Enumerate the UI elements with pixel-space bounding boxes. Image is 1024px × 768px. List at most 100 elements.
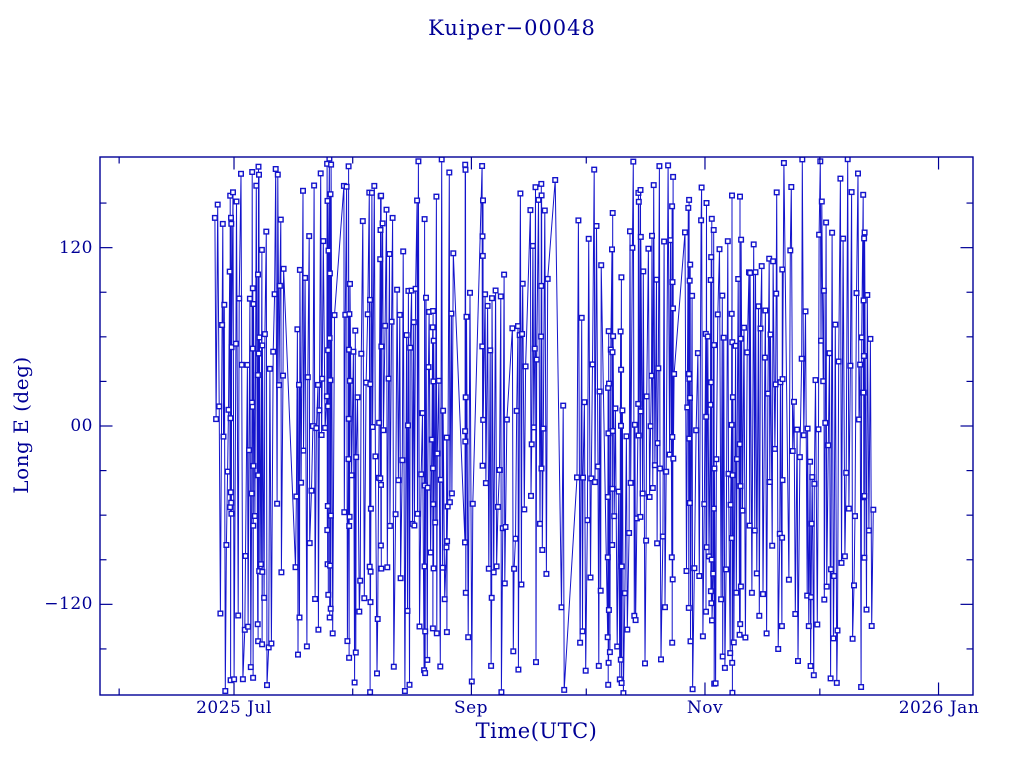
data-point-marker xyxy=(390,663,397,670)
data-point-marker xyxy=(513,407,520,414)
data-point-marker xyxy=(867,335,874,342)
data-point-marker xyxy=(423,294,430,301)
data-point-marker xyxy=(701,501,708,508)
data-point-marker xyxy=(469,500,476,507)
data-point-marker xyxy=(367,381,374,388)
data-point-marker xyxy=(729,472,736,479)
data-point-marker xyxy=(657,465,664,472)
data-point-marker xyxy=(703,608,710,615)
data-point-marker xyxy=(246,295,253,302)
data-point-marker xyxy=(618,422,625,429)
data-point-marker xyxy=(263,228,270,235)
data-point-marker xyxy=(649,485,656,492)
data-point-marker xyxy=(328,161,335,168)
data-point-marker xyxy=(395,477,402,484)
data-point-marker xyxy=(450,250,457,257)
data-point-marker xyxy=(818,337,825,344)
data-point-marker xyxy=(593,222,600,229)
data-point-marker xyxy=(261,331,268,338)
data-point-marker xyxy=(810,672,817,679)
data-point-marker xyxy=(429,324,436,331)
data-point-marker xyxy=(829,229,836,236)
data-point-marker xyxy=(870,506,877,513)
data-point-marker xyxy=(531,345,538,352)
data-point-marker xyxy=(529,242,536,249)
data-point-marker xyxy=(708,379,715,386)
data-point-marker xyxy=(669,434,676,441)
data-point-marker xyxy=(799,157,806,163)
data-point-marker xyxy=(358,350,365,357)
data-point-marker xyxy=(467,289,474,296)
data-point-marker xyxy=(659,533,666,540)
data-point-marker xyxy=(630,158,637,165)
data-point-marker xyxy=(711,465,718,472)
data-point-marker xyxy=(604,634,611,641)
data-point-marker xyxy=(770,258,777,265)
data-point-marker xyxy=(396,311,403,318)
data-point-marker xyxy=(482,480,489,487)
data-point-marker xyxy=(378,481,385,488)
data-point-marker xyxy=(325,347,332,354)
data-point-marker xyxy=(723,566,730,573)
data-point-marker xyxy=(734,456,741,463)
data-point-marker xyxy=(708,556,715,563)
data-point-marker xyxy=(596,388,603,395)
data-point-marker xyxy=(640,268,647,275)
data-point-marker xyxy=(242,553,249,560)
data-point-marker xyxy=(595,463,602,470)
data-point-marker xyxy=(430,501,437,508)
chart-title: Kuiper−00048 xyxy=(428,16,596,40)
data-point-marker xyxy=(861,554,868,561)
data-point-marker xyxy=(421,563,428,570)
data-point-marker xyxy=(763,630,770,637)
data-point-marker xyxy=(650,182,657,189)
data-point-marker xyxy=(437,663,444,670)
data-point-marker xyxy=(669,576,676,583)
data-point-marker xyxy=(538,180,545,187)
data-point-marker xyxy=(712,680,719,687)
data-point-marker xyxy=(430,337,437,344)
data-point-marker xyxy=(543,570,550,577)
data-point-marker xyxy=(304,374,311,381)
data-point-marker xyxy=(443,434,450,441)
y-tick-label: −120 xyxy=(44,594,93,614)
data-point-marker xyxy=(315,381,322,388)
data-point-marker xyxy=(421,216,428,223)
data-point-marker xyxy=(254,271,261,278)
data-point-marker xyxy=(761,354,768,361)
data-point-marker xyxy=(346,513,353,520)
data-point-marker xyxy=(326,614,333,621)
data-point-marker xyxy=(227,415,234,422)
data-point-marker xyxy=(604,554,611,561)
data-point-marker xyxy=(443,544,450,551)
data-point-marker xyxy=(380,427,387,434)
data-point-marker xyxy=(779,266,786,273)
data-point-marker xyxy=(811,480,818,487)
data-point-marker xyxy=(324,197,331,204)
data-point-marker xyxy=(822,419,829,426)
data-point-marker xyxy=(407,344,414,351)
data-point-marker xyxy=(795,658,802,665)
data-point-marker xyxy=(345,456,352,463)
data-point-marker xyxy=(686,500,693,507)
data-point-marker xyxy=(605,659,612,666)
data-point-marker xyxy=(346,523,353,530)
data-point-marker xyxy=(861,493,868,500)
data-point-marker xyxy=(228,344,235,351)
data-point-marker xyxy=(479,462,486,469)
data-point-marker xyxy=(480,197,487,204)
data-point-marker xyxy=(392,511,399,518)
data-point-marker xyxy=(374,616,381,623)
data-point-marker xyxy=(710,570,717,577)
x-tick-label: Sep xyxy=(453,698,489,718)
data-point-marker xyxy=(386,522,393,529)
data-point-marker xyxy=(591,166,598,173)
data-point-marker xyxy=(605,607,612,614)
data-point-marker xyxy=(832,321,839,328)
data-point-marker xyxy=(488,594,495,601)
data-point-marker xyxy=(698,184,705,191)
data-point-marker xyxy=(496,467,503,474)
data-point-marker xyxy=(647,423,654,430)
data-point-marker xyxy=(865,527,872,534)
data-point-marker xyxy=(631,421,638,428)
